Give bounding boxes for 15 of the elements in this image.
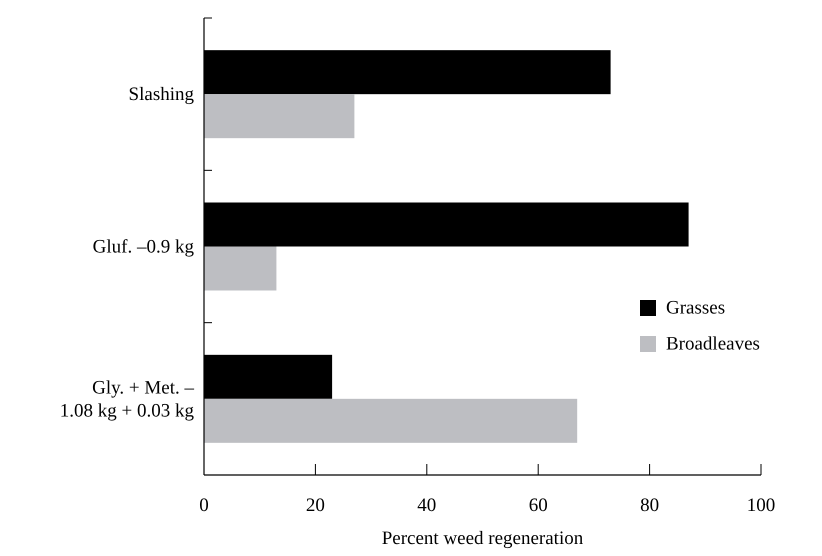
bar	[204, 398, 578, 443]
x-tick-label: 0	[199, 495, 209, 516]
y-tick-label: Gly. + Met. – 1.08 kg + 0.03 kg	[60, 376, 194, 421]
legend-label: Grasses	[666, 298, 726, 318]
y-tick-label: Gluf. –0.9 kg	[92, 236, 194, 257]
x-tick-label: 100	[746, 495, 776, 516]
x-tick-label: 40	[417, 495, 436, 516]
bar	[204, 246, 276, 290]
legend-label: Broadleaves	[666, 334, 760, 354]
x-tick-label: 60	[528, 495, 548, 516]
x-tick-label: 20	[306, 495, 325, 516]
x-axis-title: Percent weed regeneration	[382, 528, 584, 549]
y-tick-label: Slashing	[128, 84, 194, 105]
bar	[204, 94, 354, 138]
x-tick-label: 80	[640, 495, 660, 516]
